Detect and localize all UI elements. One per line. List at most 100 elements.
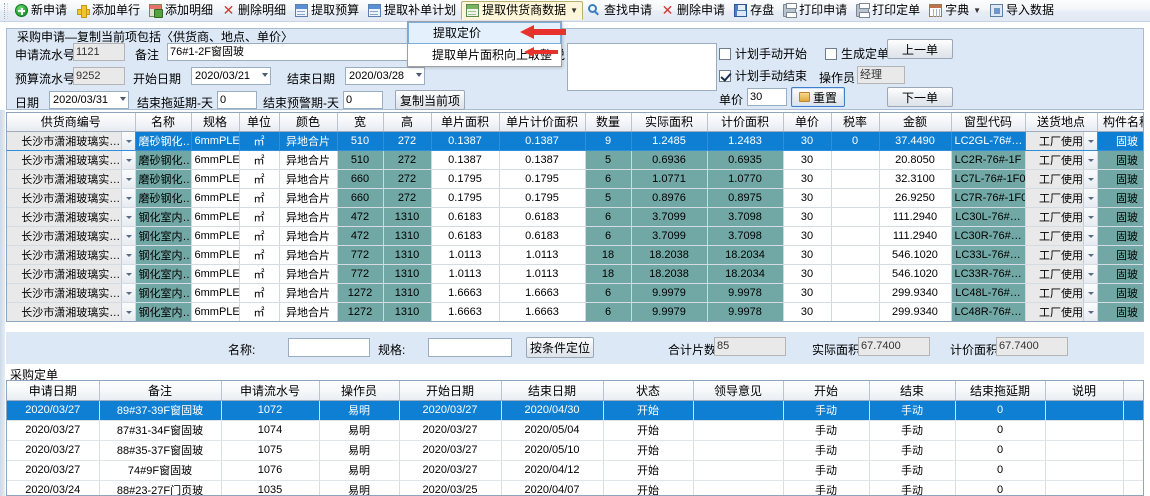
col-remark[interactable]: 备注	[99, 381, 222, 401]
chevron-down-icon[interactable]	[120, 245, 134, 263]
cell-unit-price[interactable]: 30	[783, 283, 832, 303]
cell-operator[interactable]: 易明	[319, 440, 400, 461]
cell-piece-price-area[interactable]: 1.6663	[499, 283, 586, 303]
cell-delay[interactable]: 0	[955, 480, 1046, 495]
cell-start[interactable]: 手动	[783, 420, 870, 441]
cell-start[interactable]: 手动	[783, 440, 870, 461]
cell-tax[interactable]	[831, 226, 880, 246]
cell-start[interactable]: 手动	[783, 400, 870, 421]
cell-name[interactable]: 钢化室内…	[135, 264, 192, 284]
supplier-combo[interactable]: 长沙市潇湘玻璃实…	[10, 302, 134, 320]
cell-start[interactable]: 手动	[783, 480, 870, 495]
cell-window-code[interactable]: LC2R-76#-1F	[951, 150, 1026, 170]
cell-width[interactable]: 510	[337, 150, 384, 170]
cell-amount[interactable]: 299.9340	[879, 283, 952, 303]
cell-end-date[interactable]: 2020/04/12	[501, 460, 604, 481]
col-part-name[interactable]: 构件名称	[1097, 113, 1143, 132]
cell-end-date[interactable]: 2020/05/10	[501, 440, 604, 461]
cell-unit-price[interactable]: 30	[783, 150, 832, 170]
col-end-delay[interactable]: 结束拖延期	[955, 381, 1046, 401]
cell-actual-area[interactable]: 1.2485	[631, 131, 708, 151]
cell-status[interactable]: 开始	[603, 400, 694, 421]
cell-piece-price-area[interactable]: 0.6183	[499, 207, 586, 227]
cell-operator[interactable]: 易明	[319, 480, 400, 495]
supplier-combo[interactable]: 长沙市潇湘玻璃实…	[10, 245, 134, 263]
cell-start[interactable]: 手动	[783, 460, 870, 481]
purchase-order-grid[interactable]: 申请日期 备注 申请流水号 操作员 开始日期 结束日期 状态 领导意见 开始 结…	[6, 380, 1144, 496]
cell-qty[interactable]: 6	[585, 302, 632, 321]
checkbox-plan-manual-start[interactable]: 计划手动开始	[719, 45, 807, 62]
cell-height[interactable]: 272	[383, 150, 432, 170]
toolbar-button-import-data[interactable]: 导入数据	[986, 1, 1058, 20]
cell-remark[interactable]: 88#35-37F窗固玻	[99, 440, 222, 461]
supplier-combo[interactable]: 长沙市潇湘玻璃实…	[10, 169, 134, 187]
cell-end[interactable]: 手动	[869, 480, 956, 495]
cell-spec[interactable]: 6mmPLE…	[191, 131, 240, 151]
cell-status[interactable]: 开始	[603, 460, 694, 481]
cell-width[interactable]: 472	[337, 226, 384, 246]
cell-qty[interactable]: 5	[585, 188, 632, 208]
cell-start-date[interactable]: 2020/03/27	[399, 420, 502, 441]
cell-apply-date[interactable]: 2020/03/27	[7, 460, 100, 481]
col-width[interactable]: 宽	[337, 113, 384, 132]
cell-price-area[interactable]: 1.2483	[707, 131, 784, 151]
cell-supplier[interactable]: 长沙市潇湘玻璃实…	[7, 131, 136, 151]
cell-apply-date[interactable]: 2020/03/27	[7, 420, 100, 441]
cell-piece-area[interactable]: 0.1387	[431, 131, 500, 151]
cell-spec[interactable]: 6mmPLE…	[191, 169, 240, 189]
cell-ship-to[interactable]: 工厂使用	[1025, 264, 1098, 284]
cell-ship-to[interactable]: 工厂使用	[1025, 226, 1098, 246]
ship-to-combo[interactable]: 工厂使用	[1029, 226, 1096, 244]
cell-unit-price[interactable]: 30	[783, 131, 832, 151]
cell-supplier[interactable]: 长沙市潇湘玻璃实…	[7, 188, 136, 208]
col-supplier[interactable]: 供货商编号	[7, 113, 136, 132]
budget-serial-input[interactable]: 9252	[73, 67, 125, 85]
explain-textarea[interactable]	[567, 43, 717, 91]
cell-supplier[interactable]: 长沙市潇湘玻璃实…	[7, 226, 136, 246]
col-window-code[interactable]: 窗型代码	[951, 113, 1026, 132]
next-order-button[interactable]: 下一单	[887, 87, 953, 107]
cell-piece-price-area[interactable]: 1.6663	[499, 302, 586, 321]
ship-to-combo[interactable]: 工厂使用	[1029, 207, 1096, 225]
cell-price-area[interactable]: 18.2034	[707, 264, 784, 284]
ship-to-combo[interactable]: 工厂使用	[1029, 264, 1096, 282]
table-row[interactable]: 长沙市潇湘玻璃实…钢化室内…6mmPLE…㎡异地合片127213101.6663…	[7, 302, 1143, 321]
cell-qty[interactable]: 6	[585, 283, 632, 303]
cell-serial[interactable]: 1075	[221, 440, 320, 461]
cell-price-area[interactable]: 9.9978	[707, 302, 784, 321]
cell-window-code[interactable]: LC48R-76#…	[951, 302, 1026, 321]
cell-note[interactable]	[1045, 480, 1124, 495]
table-row[interactable]: 2020/03/27 88#35-37F窗固玻 1075 易明 2020/03/27 20…	[7, 440, 1143, 461]
cell-width[interactable]: 660	[337, 169, 384, 189]
cell-actual-area[interactable]: 9.9979	[631, 283, 708, 303]
cell-qty[interactable]: 9	[585, 131, 632, 151]
cell-part-name[interactable]: 固玻	[1097, 302, 1143, 321]
cell-status[interactable]: 开始	[603, 480, 694, 495]
col-status[interactable]: 状态	[603, 381, 694, 401]
col-qty[interactable]: 数量	[585, 113, 632, 132]
cell-window-code[interactable]: LC7L-76#-1F0	[951, 169, 1026, 189]
cell-unit-price[interactable]: 30	[783, 264, 832, 284]
cell-ship-to[interactable]: 工厂使用	[1025, 207, 1098, 227]
col-apply-date[interactable]: 申请日期	[7, 381, 100, 401]
cell-width[interactable]: 772	[337, 245, 384, 265]
col-unit[interactable]: 单位	[239, 113, 280, 132]
cell-start-date[interactable]: 2020/03/27	[399, 460, 502, 481]
col-height[interactable]: 高	[383, 113, 432, 132]
chevron-down-icon[interactable]	[120, 207, 134, 225]
left-scroll-strip[interactable]	[0, 110, 5, 496]
cell-delay[interactable]: 0	[955, 460, 1046, 481]
chevron-down-icon[interactable]	[120, 169, 134, 187]
cell-tax[interactable]: 0	[831, 131, 880, 151]
cell-color[interactable]: 异地合片	[279, 188, 338, 208]
cell-part-name[interactable]: 固玻	[1097, 188, 1143, 208]
cell-serial[interactable]: 1035	[221, 480, 320, 495]
col-unit-price[interactable]: 单价	[783, 113, 832, 132]
cell-serial[interactable]: 1072	[221, 400, 320, 421]
cell-color[interactable]: 异地合片	[279, 131, 338, 151]
cell-part-name[interactable]: 固玻	[1097, 207, 1143, 227]
cell-unit-price[interactable]: 30	[783, 245, 832, 265]
ship-to-combo[interactable]: 工厂使用	[1029, 131, 1096, 149]
chevron-down-icon[interactable]	[1082, 131, 1096, 149]
supplier-combo[interactable]: 长沙市潇湘玻璃实…	[10, 188, 134, 206]
